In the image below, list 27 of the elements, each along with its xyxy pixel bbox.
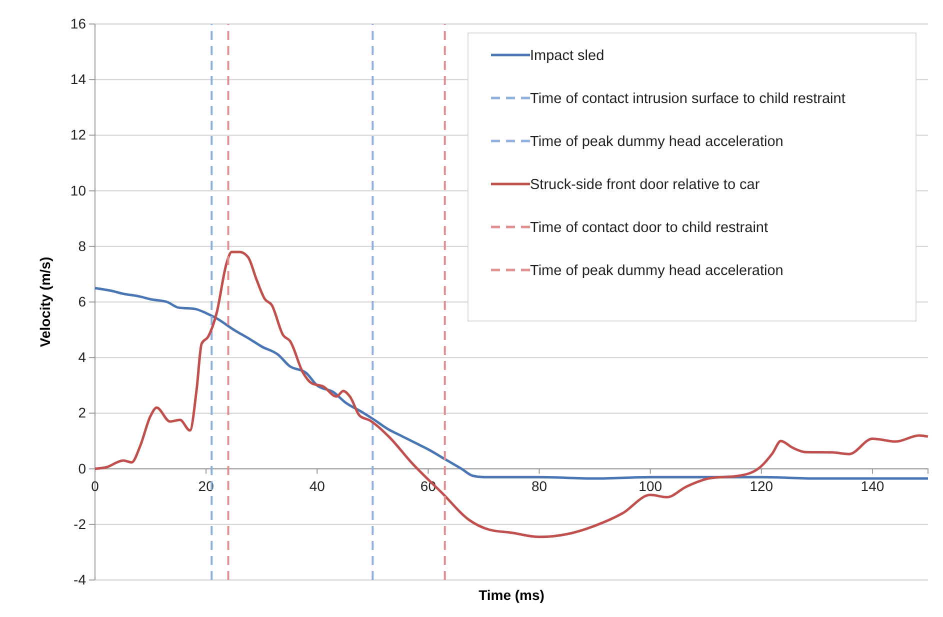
x-tick-label: 0	[91, 478, 100, 494]
legend-label: Time of peak dummy head acceleration	[530, 263, 784, 279]
line-series	[94, 250, 930, 538]
x-tick-label: 120	[750, 478, 774, 494]
legend-label: Time of peak dummy head acceleration	[530, 134, 784, 150]
line-series	[94, 286, 930, 480]
y-axis-title: Velocity (m/s)	[37, 256, 53, 348]
legend-label: Time of contact intrusion surface to child restraint	[530, 91, 846, 107]
x-axis-title: Time (ms)	[478, 587, 544, 603]
x-tick-label: 80	[531, 478, 548, 494]
y-tick-label: 14	[70, 71, 86, 88]
y-tick-label: 6	[78, 293, 86, 310]
y-tick-label: 16	[70, 15, 86, 32]
x-tick-label: 40	[309, 478, 326, 494]
y-tick-label: 12	[70, 126, 86, 143]
y-tick-label: 2	[78, 404, 86, 421]
y-tick-label: -2	[74, 516, 86, 532]
y-tick-label: 0	[78, 460, 86, 476]
x-tick-label: 100	[638, 478, 662, 494]
legend-label: Time of contact door to child restraint	[530, 220, 768, 236]
legend-label: Struck-side front door relative to car	[530, 177, 760, 193]
y-tick-label: 4	[78, 349, 86, 366]
y-tick-label: -4	[74, 571, 86, 588]
legend-label: Impact sled	[530, 48, 604, 64]
y-tick-label: 8	[78, 238, 86, 254]
y-tick-label: 10	[70, 182, 86, 198]
x-tick-label: 140	[860, 478, 884, 494]
